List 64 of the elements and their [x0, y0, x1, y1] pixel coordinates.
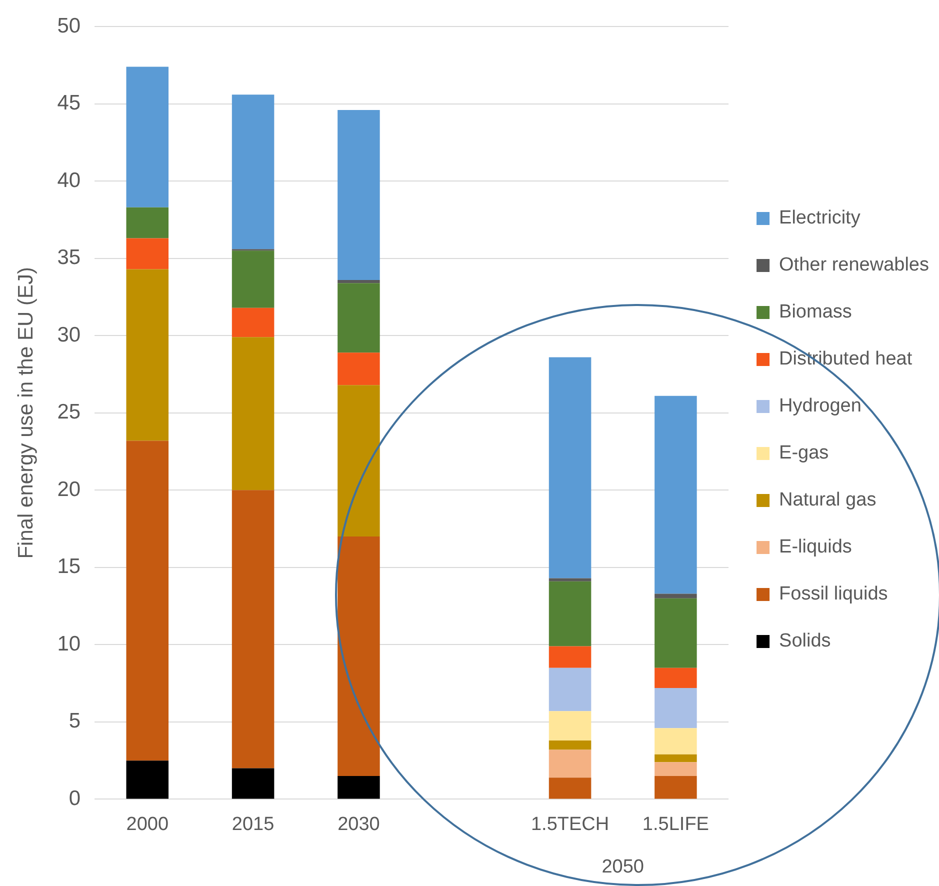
x-tick-label: 2015 — [232, 814, 274, 835]
bar — [338, 776, 380, 799]
bar — [338, 280, 380, 284]
bar — [654, 668, 697, 688]
y-tick-label: 25 — [57, 400, 81, 424]
bar — [232, 337, 274, 490]
legend-label: Fossil liquids — [779, 584, 888, 605]
bar — [126, 440, 169, 761]
x-tick-label: 2000 — [126, 814, 169, 835]
bar — [548, 740, 592, 750]
y-tick-label: 20 — [57, 478, 81, 501]
legend-label: E-liquids — [779, 536, 852, 558]
y-tick-label: 30 — [57, 323, 81, 346]
legend-label: E-gas — [779, 442, 829, 464]
bar — [548, 357, 592, 578]
x-tick-label: 1.5TECH — [530, 814, 610, 835]
bar — [654, 688, 697, 728]
bar — [548, 668, 592, 712]
legend-label: Hydrogen — [779, 396, 862, 417]
y-tick-label: 10 — [57, 632, 81, 656]
y-tick-label: 35 — [57, 246, 81, 270]
bar — [232, 250, 274, 308]
text: 2050 — [602, 856, 644, 878]
bar — [232, 768, 274, 799]
x-tick-label: 2030 — [338, 814, 380, 835]
bar — [548, 581, 592, 646]
bar — [338, 536, 380, 776]
bar — [338, 110, 380, 280]
bar — [126, 269, 169, 441]
bar — [548, 711, 592, 740]
y-tick-label: 15 — [57, 555, 81, 578]
bar — [548, 578, 592, 582]
bar — [232, 308, 274, 338]
y-tick-label: 5 — [68, 710, 81, 733]
y-tick-label: 0 — [68, 786, 81, 810]
bar — [548, 646, 592, 668]
legend-label: Electricity — [779, 208, 861, 229]
bar — [654, 396, 697, 594]
bar — [126, 238, 169, 270]
y-tick-label: 40 — [57, 168, 81, 192]
bar — [654, 762, 697, 776]
bar — [126, 760, 169, 799]
bar — [232, 94, 274, 250]
legend-label: Other renewables — [779, 254, 929, 276]
bar — [338, 283, 380, 353]
bar — [654, 598, 697, 668]
y-tick-label: 45 — [57, 92, 81, 115]
bar — [548, 778, 592, 799]
x-tick-label: 1.5LIFE — [642, 814, 709, 835]
y-axis-title: Final energy use in the EU (EJ) — [14, 267, 38, 559]
bar — [654, 776, 697, 799]
bar — [126, 207, 169, 238]
bar — [126, 66, 169, 208]
y-tick-label: 50 — [57, 14, 81, 38]
bar — [548, 750, 592, 778]
legend-label: Natural gas — [779, 490, 876, 511]
bar — [654, 754, 697, 762]
bar — [232, 490, 274, 768]
bar — [654, 594, 697, 598]
bar — [338, 352, 380, 386]
bar — [654, 728, 697, 754]
legend-label: Biomass — [779, 302, 852, 323]
legend-label: Solids — [779, 630, 831, 652]
bar — [338, 385, 380, 537]
